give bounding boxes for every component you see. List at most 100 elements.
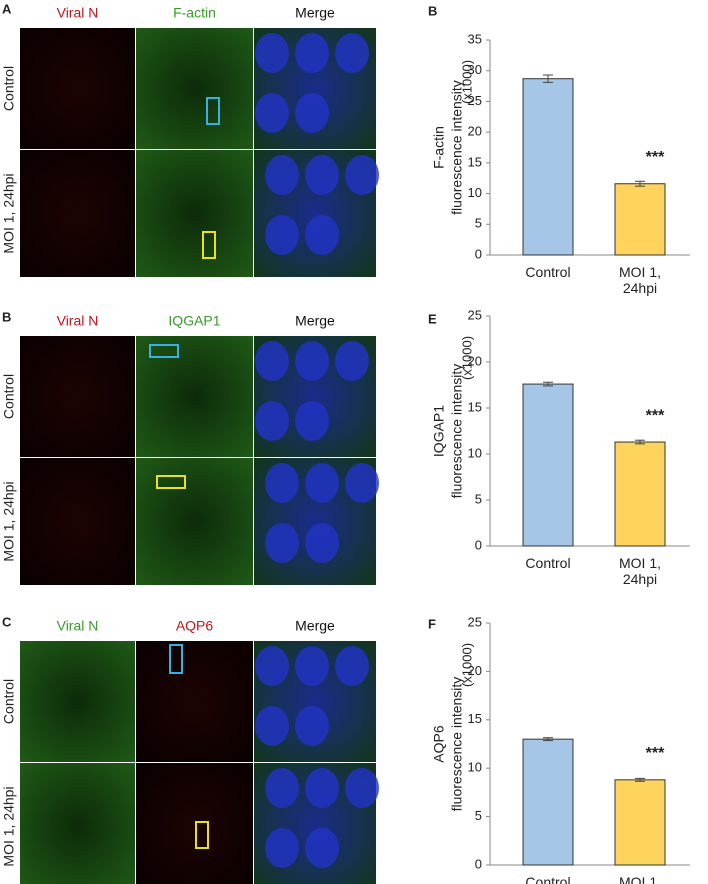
y-unit: (x1000)	[459, 60, 474, 104]
micrograph	[20, 458, 135, 585]
nucleus	[265, 463, 299, 503]
error-bar	[543, 737, 553, 742]
column-label: AQP6	[176, 618, 214, 634]
nucleus	[295, 93, 329, 133]
x-tick-label: MOI 1,24hpi	[619, 555, 661, 587]
micrograph	[136, 28, 253, 149]
roi-box	[169, 644, 183, 674]
nucleus	[255, 93, 289, 133]
nucleus	[345, 463, 379, 503]
y-tick-label: 0	[475, 856, 482, 871]
x-tick-label: MOI 1,24hpi	[619, 264, 661, 296]
y-tick-label: 15	[468, 154, 482, 169]
panel-letter: B	[428, 3, 437, 18]
micrograph	[20, 763, 135, 884]
nucleus	[255, 646, 289, 686]
row-label: MOI 1, 24hpi	[1, 786, 17, 866]
nucleus	[265, 768, 299, 808]
bar	[614, 779, 666, 866]
nucleus	[265, 523, 299, 563]
nucleus	[305, 523, 339, 563]
y-tick-label: 35	[468, 31, 482, 46]
x-tick-label: MOI 1,24hpi	[619, 874, 661, 884]
error-bar	[635, 439, 645, 445]
row-label: Control	[1, 374, 17, 419]
y-tick-label: 0	[475, 537, 482, 552]
nucleus	[335, 646, 369, 686]
nucleus	[255, 706, 289, 746]
nucleus	[335, 341, 369, 381]
row-label: Control	[1, 679, 17, 724]
y-axis-label: AQP6	[431, 725, 447, 763]
micrograph	[136, 763, 253, 884]
micrograph	[136, 641, 253, 762]
nucleus	[335, 33, 369, 73]
roi-box	[195, 821, 209, 849]
row-label: MOI 1, 24hpi	[1, 481, 17, 561]
y-axis-label: fluorescence intensity	[449, 677, 465, 812]
nucleus	[255, 341, 289, 381]
nucleus	[255, 33, 289, 73]
roi-box	[156, 475, 186, 489]
error-bar	[543, 381, 553, 387]
nucleus	[305, 828, 339, 868]
column-label: Viral N	[57, 618, 99, 634]
roi-box	[149, 344, 179, 358]
column-label: IQGAP1	[168, 313, 220, 329]
panel-letter: E	[428, 311, 437, 326]
error-bar	[635, 777, 645, 782]
micrograph	[136, 458, 253, 585]
column-label: F-actin	[173, 5, 216, 21]
y-tick-label: 5	[475, 491, 482, 506]
error-bar	[543, 74, 553, 83]
roi-box	[206, 97, 220, 125]
error-bar	[635, 180, 645, 187]
y-tick-label: 10	[468, 185, 482, 200]
y-tick-label: 30	[468, 62, 482, 77]
y-tick-label: 10	[468, 760, 482, 775]
nucleus	[305, 463, 339, 503]
significance: ***	[646, 149, 665, 166]
nucleus	[305, 155, 339, 195]
nucleus	[295, 33, 329, 73]
row-label: MOI 1, 24hpi	[1, 173, 17, 253]
y-tick-label: 25	[468, 614, 482, 629]
nucleus	[345, 768, 379, 808]
nucleus	[295, 401, 329, 441]
y-tick-label: 20	[468, 663, 482, 678]
y-tick-label: 0	[475, 246, 482, 261]
bar	[614, 441, 666, 547]
y-axis-label: F-actin	[431, 126, 447, 169]
y-unit: (x1000)	[459, 643, 474, 687]
bar	[522, 738, 574, 866]
column-label: Viral N	[57, 313, 99, 329]
nucleus	[295, 646, 329, 686]
panel-letter: F	[428, 616, 436, 631]
panel-letter: B	[2, 309, 11, 324]
y-tick-label: 20	[468, 353, 482, 368]
y-tick-label: 25	[468, 307, 482, 322]
y-tick-label: 10	[468, 445, 482, 460]
y-tick-label: 5	[475, 808, 482, 823]
x-tick-label: Control	[525, 264, 570, 280]
bar	[522, 78, 574, 256]
row-label: Control	[1, 66, 17, 111]
y-tick-label: 15	[468, 399, 482, 414]
micrograph	[20, 641, 135, 762]
y-tick-label: 15	[468, 711, 482, 726]
column-label: Viral N	[57, 5, 99, 21]
micrograph	[20, 150, 135, 277]
micrograph	[20, 28, 135, 149]
nucleus	[305, 768, 339, 808]
column-label: Merge	[295, 313, 335, 329]
bar	[614, 183, 666, 256]
nucleus	[255, 401, 289, 441]
y-tick-label: 20	[468, 124, 482, 139]
micrograph	[136, 336, 253, 457]
panel-letter: C	[2, 614, 12, 629]
panel-letter: A	[2, 1, 12, 16]
nucleus	[295, 706, 329, 746]
nucleus	[265, 215, 299, 255]
